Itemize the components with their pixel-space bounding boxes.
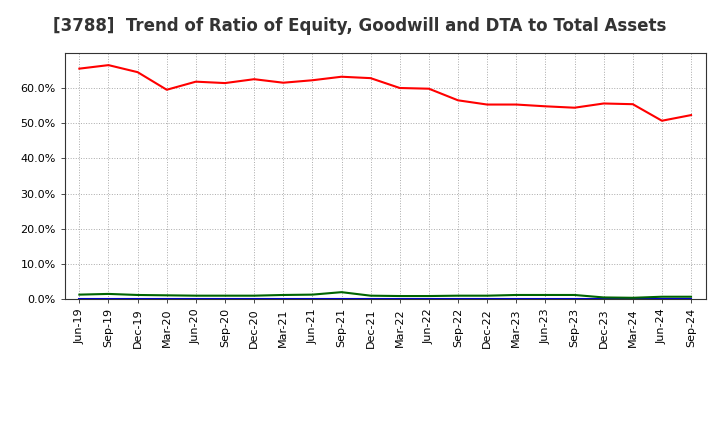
Deferred Tax Assets xyxy=(425,293,433,299)
Deferred Tax Assets xyxy=(512,292,521,297)
Deferred Tax Assets xyxy=(629,295,637,301)
Deferred Tax Assets xyxy=(599,295,608,300)
Equity xyxy=(454,98,462,103)
Goodwill xyxy=(599,297,608,302)
Goodwill xyxy=(687,297,696,302)
Deferred Tax Assets xyxy=(75,292,84,297)
Deferred Tax Assets xyxy=(687,294,696,299)
Equity xyxy=(308,77,317,83)
Goodwill xyxy=(192,297,200,302)
Equity xyxy=(541,104,550,109)
Goodwill xyxy=(337,297,346,302)
Equity xyxy=(512,102,521,107)
Goodwill xyxy=(425,297,433,302)
Goodwill xyxy=(483,297,492,302)
Goodwill xyxy=(220,297,229,302)
Equity xyxy=(192,79,200,84)
Equity xyxy=(599,101,608,106)
Equity xyxy=(337,74,346,79)
Goodwill xyxy=(75,297,84,302)
Equity xyxy=(279,80,287,85)
Deferred Tax Assets xyxy=(308,292,317,297)
Deferred Tax Assets xyxy=(657,294,666,299)
Goodwill xyxy=(133,297,142,302)
Equity xyxy=(366,76,375,81)
Deferred Tax Assets xyxy=(337,290,346,295)
Deferred Tax Assets xyxy=(163,293,171,298)
Goodwill xyxy=(657,297,666,302)
Goodwill xyxy=(570,297,579,302)
Deferred Tax Assets xyxy=(570,292,579,297)
Deferred Tax Assets xyxy=(483,293,492,298)
Goodwill xyxy=(512,297,521,302)
Equity xyxy=(687,113,696,118)
Equity xyxy=(104,62,113,68)
Goodwill xyxy=(541,297,550,302)
Goodwill xyxy=(163,297,171,302)
Goodwill xyxy=(454,297,462,302)
Line: Deferred Tax Assets: Deferred Tax Assets xyxy=(79,292,691,298)
Goodwill xyxy=(629,297,637,302)
Equity xyxy=(629,102,637,107)
Equity xyxy=(250,77,258,82)
Goodwill xyxy=(395,297,404,302)
Deferred Tax Assets xyxy=(133,292,142,297)
Equity xyxy=(395,85,404,91)
Deferred Tax Assets xyxy=(104,291,113,297)
Deferred Tax Assets xyxy=(366,293,375,298)
Equity xyxy=(483,102,492,107)
Goodwill xyxy=(366,297,375,302)
Goodwill xyxy=(308,297,317,302)
Deferred Tax Assets xyxy=(454,293,462,298)
Equity xyxy=(657,118,666,123)
Equity xyxy=(163,87,171,92)
Equity xyxy=(220,81,229,86)
Equity xyxy=(75,66,84,71)
Equity xyxy=(133,70,142,75)
Deferred Tax Assets xyxy=(395,293,404,299)
Deferred Tax Assets xyxy=(541,292,550,297)
Deferred Tax Assets xyxy=(192,293,200,298)
Deferred Tax Assets xyxy=(279,292,287,297)
Equity xyxy=(570,105,579,110)
Goodwill xyxy=(104,297,113,302)
Deferred Tax Assets xyxy=(250,293,258,298)
Goodwill xyxy=(279,297,287,302)
Text: [3788]  Trend of Ratio of Equity, Goodwill and DTA to Total Assets: [3788] Trend of Ratio of Equity, Goodwil… xyxy=(53,18,667,35)
Equity xyxy=(425,86,433,92)
Goodwill xyxy=(250,297,258,302)
Deferred Tax Assets xyxy=(220,293,229,298)
Line: Equity: Equity xyxy=(79,65,691,121)
